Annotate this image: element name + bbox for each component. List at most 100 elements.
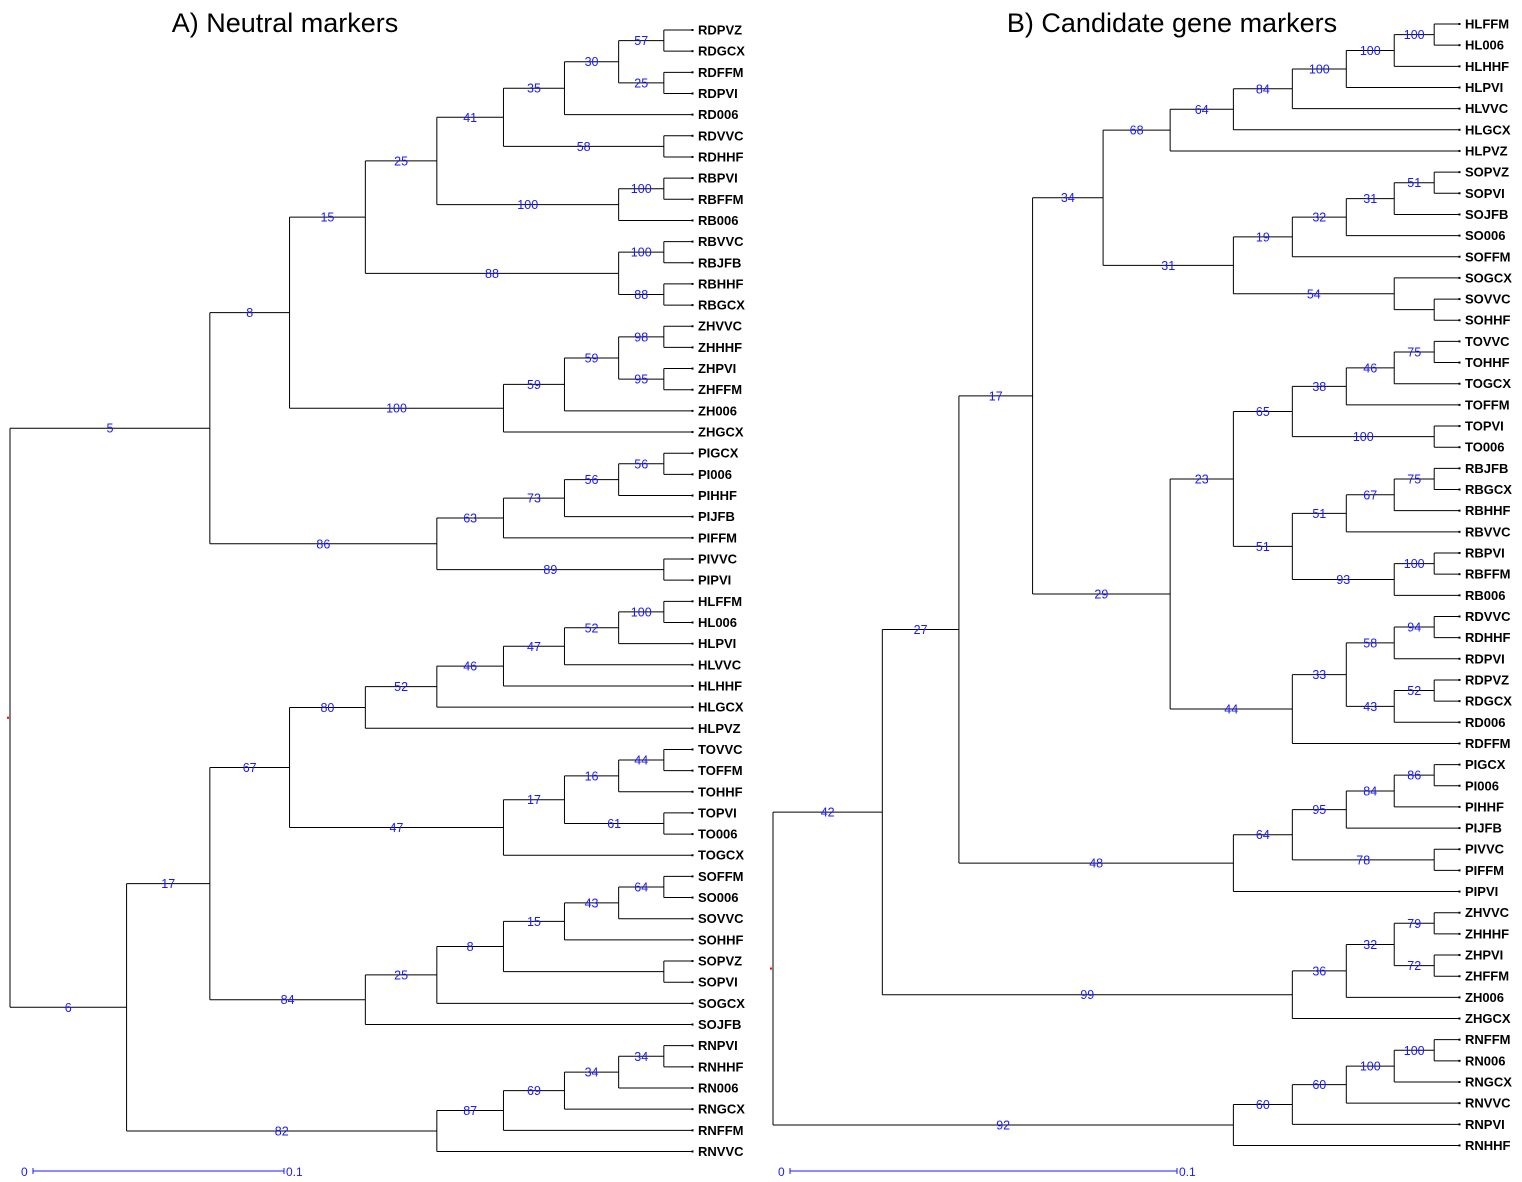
leaf-label: RDGCX: [1465, 694, 1512, 709]
leaf-label: RNFFM: [1465, 1032, 1511, 1047]
bootstrap-value: 73: [527, 492, 541, 506]
leaf-label: ZHGCX: [698, 425, 744, 440]
bootstrap-value: 79: [1407, 917, 1421, 931]
bootstrap-value: 59: [585, 351, 599, 365]
leaf-label: TOFFM: [1465, 397, 1510, 412]
bootstrap-value: 30: [585, 55, 599, 69]
leaf-label: RBJFB: [1465, 461, 1508, 476]
bootstrap-value: 80: [320, 701, 334, 715]
leaf-label: ZHPVI: [1465, 948, 1503, 963]
leaf-label: HL006: [1465, 38, 1504, 53]
leaf-label: TOPVI: [698, 805, 737, 820]
leaf-tip-marker: [1458, 1102, 1461, 1105]
leaf-tip-marker: [1458, 192, 1461, 195]
leaf-label: PIGCX: [1465, 757, 1506, 772]
leaf-label: SOJFB: [698, 1017, 741, 1032]
leaf-label: RB006: [698, 213, 738, 228]
leaf-tip-marker: [691, 29, 694, 31]
leaf-label: SOHHF: [1465, 313, 1511, 328]
leaf-tip-marker: [1458, 1059, 1461, 1062]
leaf-tip-marker: [691, 409, 694, 412]
leaf-tip-marker: [691, 240, 694, 243]
leaf-tip-marker: [1458, 319, 1461, 322]
bootstrap-value: 25: [394, 154, 408, 168]
bootstrap-value: 17: [161, 877, 175, 891]
leaf-label: SOFFM: [1465, 249, 1511, 264]
scale-bar: 0 0.1: [778, 1165, 1196, 1179]
bootstrap-value: 69: [527, 1084, 541, 1098]
bootstrap-value: 52: [394, 680, 408, 694]
leaf-label: PIVVC: [1465, 842, 1505, 857]
leaf-label: RNVVC: [698, 1144, 744, 1159]
leaf-label: RBPVI: [698, 171, 738, 186]
leaf-label: RBFFM: [698, 192, 744, 207]
leaf-label: TOPVI: [1465, 419, 1504, 434]
bootstrap-value: 86: [316, 537, 330, 551]
leaf-label: SOGCX: [1465, 270, 1512, 285]
leaf-tip-marker: [1458, 171, 1461, 174]
leaf-tip-marker: [1458, 23, 1461, 25]
leaf-label: ZH006: [698, 403, 737, 418]
leaf-tip-marker: [1458, 1123, 1461, 1126]
scale-start-label: 0: [778, 1165, 785, 1179]
leaf-tip-marker: [691, 155, 694, 158]
bootstrap-value: 100: [1360, 1060, 1381, 1074]
bootstrap-value: 42: [821, 806, 835, 820]
leaf-label: HLVVC: [1465, 101, 1509, 116]
leaf-tip-marker: [691, 1002, 694, 1005]
bootstrap-value: 27: [914, 623, 928, 637]
leaf-label: HLPVI: [1465, 80, 1503, 95]
bootstrap-value: 8: [467, 940, 474, 954]
root-marker: [7, 716, 9, 719]
leaf-label: HLHHF: [1465, 59, 1509, 74]
panel-neutral-markers: A) Neutral markers RDPVZRDGCXRDFFMRDPVIR…: [7, 8, 745, 1179]
bootstrap-value: 58: [1363, 636, 1377, 650]
leaf-label: SOJFB: [1465, 207, 1508, 222]
scale-end-label: 0.1: [286, 1165, 303, 1179]
leaf-label: ZH006: [1465, 990, 1504, 1005]
leaf-label: SOVVC: [698, 911, 744, 926]
bootstrap-value: 87: [463, 1104, 477, 1118]
leaf-tip-marker: [691, 790, 694, 793]
bootstrap-value: 16: [585, 769, 599, 783]
bootstrap-value: 56: [585, 473, 599, 487]
leaf-label: RDPVZ: [698, 23, 742, 38]
leaf-label: RDPVI: [698, 86, 738, 101]
bootstrap-value: 8: [246, 306, 253, 320]
leaf-tip-marker: [691, 452, 694, 455]
leaf-label: ZHFFM: [1465, 969, 1509, 984]
bootstrap-value: 100: [631, 182, 652, 196]
leaf-tip-marker: [1458, 467, 1461, 470]
bootstrap-value: 95: [1312, 803, 1326, 817]
bootstrap-value: 43: [1363, 700, 1377, 714]
leaf-label: PIVVC: [698, 552, 738, 567]
root-marker: [770, 967, 772, 970]
bootstrap-value: 75: [1407, 345, 1421, 359]
bootstrap-value: 58: [577, 140, 591, 154]
leaf-tip-marker: [1458, 44, 1461, 47]
leaf-label: PIPVI: [698, 573, 731, 588]
leaf-tip-marker: [691, 663, 694, 666]
bootstrap-value: 41: [463, 111, 477, 125]
bootstrap-value: 23: [1195, 472, 1209, 486]
leaf-tip-marker: [1458, 552, 1461, 554]
bootstrap-value: 84: [1256, 82, 1270, 96]
leaf-label: PIJFB: [1465, 821, 1502, 836]
leaf-tip-marker: [1458, 763, 1461, 766]
leaf-label: TOVVC: [698, 742, 743, 757]
bootstrap-value: 25: [394, 968, 408, 982]
bootstrap-value: 99: [1080, 988, 1094, 1002]
bootstrap-value: 15: [320, 211, 334, 225]
bootstrap-value: 46: [463, 660, 477, 674]
bootstrap-value: 60: [1256, 1098, 1270, 1112]
leaf-tip-marker: [691, 811, 694, 814]
leaf-label: HLPVI: [698, 636, 736, 651]
leaf-tip-marker: [691, 938, 694, 941]
leaf-label: ZHHHF: [1465, 926, 1509, 941]
leaf-tip-marker: [1458, 1017, 1461, 1020]
leaf-tip-marker: [691, 1023, 694, 1026]
leaf-label: PIFFM: [1465, 863, 1504, 878]
leaf-label: PI006: [1465, 778, 1499, 793]
leaf-label: TOVVC: [1465, 334, 1510, 349]
bootstrap-value: 67: [243, 761, 257, 775]
